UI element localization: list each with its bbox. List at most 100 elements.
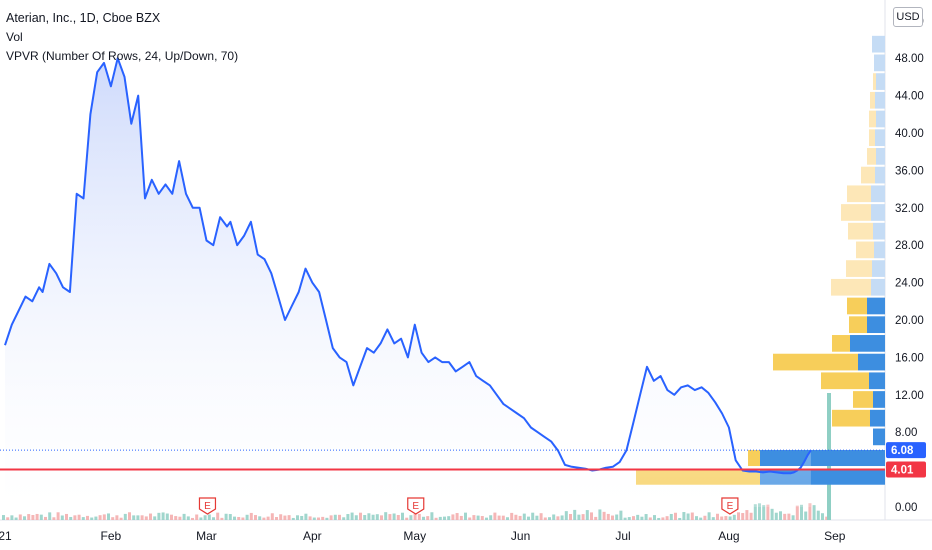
volume-bar [674,512,677,520]
volume-profile-up [872,260,885,277]
volume-bar [585,510,589,520]
currency-button[interactable]: USD [893,7,923,27]
volume-bar [212,517,215,520]
volume-bar [779,511,782,520]
volume-bar [350,512,354,520]
volume-bar [783,513,787,520]
volume-profile-down [849,316,867,334]
volume-bar [762,505,766,520]
volume-bar [31,515,35,520]
volume-bar [300,515,304,520]
volume-bar [102,514,106,520]
volume-bar [56,512,60,520]
last-price-tag-bg [886,442,926,459]
volume-bar [640,516,644,520]
volume-profile-up [760,450,885,467]
volume-bar [270,513,274,520]
volume-bar [10,515,14,520]
volume-bar [606,513,610,520]
volume-bar [443,516,446,520]
volume-profile-up [858,353,885,371]
volume-bar [413,514,417,520]
volume-bar [493,512,497,520]
earnings-marker[interactable]: E [407,497,425,515]
volume-bar [388,514,392,520]
volume-profile-down [846,260,872,277]
volume-bar [182,513,186,520]
volume-bar [375,514,379,520]
volume-bar [510,512,514,520]
volume-bar [296,515,299,520]
volume-bar [501,515,505,520]
volume-bar [669,513,673,520]
earnings-marker[interactable]: E [721,497,739,515]
volume-bar [682,512,686,520]
volume-profile-down [853,391,873,408]
volume-bar [716,513,719,520]
volume-indicator-label[interactable]: Vol [6,30,23,44]
volume-bar [581,514,585,520]
vpvr-indicator-label[interactable]: VPVR (Number Of Rows, 24, Up/Down, 70) [6,49,239,63]
support-level-tag: 4.01 [891,465,914,477]
volume-bar [333,514,337,520]
volume-bar [695,516,698,520]
x-tick-label: May [403,529,426,543]
volume-bar [703,515,707,520]
earnings-marker[interactable]: E [198,497,217,515]
volume-bar [380,515,383,520]
volume-bar [774,512,778,520]
volume-profile-up [875,166,885,184]
volume-bar [233,516,236,520]
volume-bar [459,515,463,520]
volume-bar [262,517,266,520]
volume-bar [39,514,43,520]
volume-profile-up [867,316,885,334]
volume-profile-up [873,391,885,408]
x-tick-label: Sep [824,529,846,543]
volume-profile-up [874,54,885,72]
volume-bar [178,516,182,520]
volume-profile-down [773,353,858,371]
y-tick-label: 32.00 [895,203,924,215]
volume-bar [795,505,799,520]
x-tick-label: Apr [303,529,322,543]
volume-bar [686,513,690,520]
volume-bar [405,517,409,520]
volume-bar [476,515,480,520]
volume-bar [304,513,308,520]
volume-bar [438,516,442,520]
volume-bar [699,517,703,520]
volume-bar [749,512,753,520]
volume-bar [191,517,194,520]
volume-bar [728,516,732,520]
volume-bar [598,509,602,520]
volume-bar [396,514,400,520]
x-tick-label: 21 [0,529,12,543]
volume-bar [287,515,291,520]
volume-bar [77,514,81,520]
volume-profile-up [876,110,885,128]
symbol-title[interactable]: Aterian, Inc., 1D, Cboe BZX [6,11,161,25]
volume-bar [52,517,56,520]
volume-bar [115,515,119,520]
volume-bar [329,515,333,520]
volume-bar [753,504,757,520]
volume-bar [787,513,791,520]
volume-bar [342,517,346,520]
volume-profile-down [847,297,867,315]
volume-bar [543,517,547,520]
y-tick-label: 40.00 [895,128,924,140]
volume-bar [560,515,564,520]
volume-profile-up [871,185,885,203]
volume-bar [804,511,808,520]
volume-bar [678,517,682,520]
volume-bar [107,513,110,520]
volume-bar [157,512,161,520]
volume-bar [812,505,816,520]
volume-bar [808,503,812,520]
volume-bar [409,515,413,520]
volume-bar [564,511,568,520]
volume-bar [245,514,249,520]
y-tick-label: 16.00 [895,352,924,364]
